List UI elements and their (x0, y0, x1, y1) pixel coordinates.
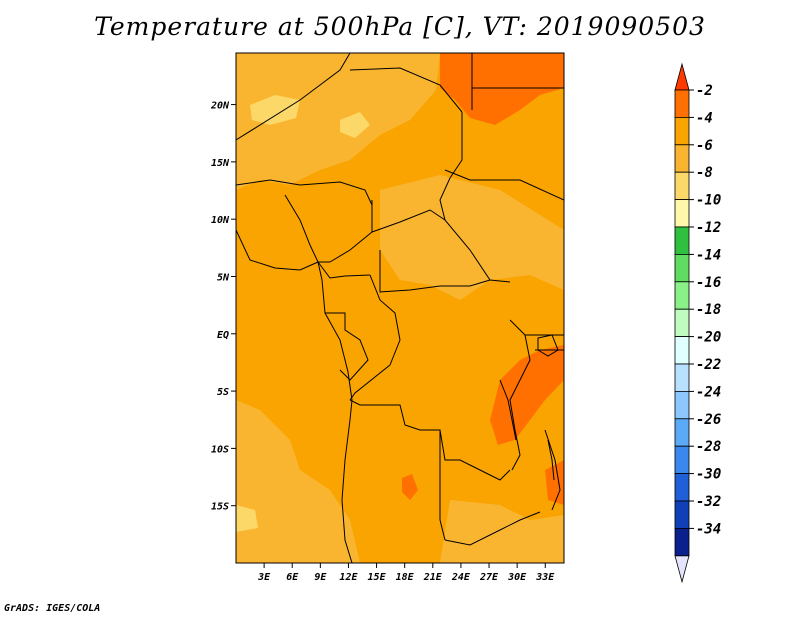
colorbar-swatch (674, 199, 690, 228)
colorbar-swatch (674, 89, 690, 118)
warm-band-southwest (236, 400, 360, 563)
border-car-drc (379, 250, 491, 293)
orange-region-southeast (545, 460, 564, 505)
light-patch-southwest (236, 505, 258, 532)
lon-tick-label: 12E (339, 572, 358, 583)
colorbar-swatch (674, 473, 690, 502)
orange-region-east (490, 345, 564, 445)
colorbar-label: -22 (696, 357, 721, 373)
colorbar-label: -6 (696, 138, 713, 154)
colorbar-label: -26 (696, 412, 721, 428)
lat-tick-label: 10N (211, 215, 230, 226)
colorbar-label: -8 (696, 165, 713, 181)
lon-tick-label: 33E (535, 572, 555, 583)
colorbar-label: -24 (696, 384, 721, 400)
lon-tick-label: 24E (451, 572, 471, 583)
colorbar-swatch (674, 226, 690, 255)
longitude-axis: 3E 6E 9E 12E 15E 18E 21E 24E 27E 30E 33E (257, 563, 555, 583)
border-niger-chad (236, 53, 351, 141)
border-chad-sudan (439, 112, 463, 221)
colorbar-label: -20 (696, 330, 721, 346)
map-frame (235, 52, 565, 564)
border-congo-drc (349, 274, 401, 401)
colorbar-label: -18 (696, 302, 721, 318)
colorbar-label: -10 (696, 193, 721, 209)
orange-region-north (236, 190, 345, 270)
lon-tick-label: 15E (368, 572, 387, 583)
colorbar-top-arrow (674, 62, 690, 91)
warm-band-central (380, 175, 564, 300)
lat-tick-label: EQ (217, 330, 229, 341)
lat-tick-label: 5N (217, 272, 230, 283)
colorbar-label: -2 (696, 83, 713, 99)
lon-tick-label: 3E (257, 572, 271, 583)
lake-malawi (547, 439, 555, 481)
colorbar-swatch (674, 418, 690, 447)
lake-victoria (537, 334, 559, 357)
border-sudan-eastern (444, 169, 564, 201)
lon-tick-label: 6E (286, 572, 299, 583)
credit-text: GrADS: IGES/COLA (4, 603, 101, 614)
lon-tick-label: 21E (423, 572, 443, 583)
warm-region-northeast (440, 53, 564, 125)
latitude-axis: 20N 15N 10N 5N EQ 5S 10S 15S (210, 101, 236, 513)
country-borders (236, 53, 564, 563)
border-gabon-congo (325, 312, 369, 381)
colorbar-label: -28 (696, 439, 721, 455)
border-chad-libya (349, 67, 463, 113)
colorbar-swatch (674, 445, 690, 475)
colorbar-swatch (674, 117, 690, 146)
lat-tick-label: 10S (211, 444, 229, 455)
colorbar-label: -30 (696, 467, 721, 483)
colorbar-label: -4 (696, 110, 713, 126)
border-nigeria-cameroon (284, 194, 330, 263)
lon-tick-label: 30E (507, 572, 527, 583)
colorbar-swatch (674, 144, 690, 173)
lat-tick-label: 5S (217, 387, 229, 398)
border-malawi (544, 429, 561, 511)
lake-tanganyika (499, 379, 517, 441)
light-patch-north (340, 112, 370, 138)
border-angola-zambia (439, 430, 446, 541)
border-cameroon-car (329, 200, 373, 263)
colorbar-swatch (674, 336, 690, 365)
colorbar-bottom-arrow (674, 555, 690, 584)
colorbar-swatch (674, 363, 690, 392)
orange-patch-south (402, 474, 418, 500)
border-zambia-south (444, 511, 541, 546)
warm-band-north (236, 53, 440, 190)
lon-tick-label: 9E (314, 572, 327, 583)
colorbar: -2 -4 -6 -8 -10 -12 -14 -16 -18 -20 -22 -24 -26 -28 -3… (674, 62, 721, 584)
colorbar-swatch (674, 253, 690, 283)
colorbar-swatch (674, 281, 690, 310)
colorbar-swatch (674, 171, 690, 200)
border-east-lakes (509, 319, 531, 471)
colorbar-swatch (674, 308, 690, 338)
lon-tick-label: 27E (479, 572, 499, 583)
border-niger-nigeria (236, 179, 373, 206)
border-cameroon-gabon (317, 261, 371, 279)
temperature-field (236, 53, 564, 563)
colorbar-label: -32 (696, 494, 721, 510)
colorbar-label: -34 (696, 521, 721, 537)
colorbar-swatch (674, 500, 690, 529)
warm-band-southeast (440, 500, 564, 563)
lat-tick-label: 15N (211, 158, 230, 169)
lat-tick-label: 20N (210, 101, 230, 112)
colorbar-swatch (674, 390, 690, 420)
colorbar-label: -12 (696, 220, 721, 236)
coastline-west (236, 229, 353, 563)
map-title: Temperature at 500hPa [C], VT: 201909050… (94, 12, 706, 41)
colorbar-label: -16 (696, 275, 721, 291)
lat-tick-label: 15S (211, 502, 229, 513)
light-patch-northwest (250, 95, 300, 125)
colorbar-label: -14 (696, 247, 721, 263)
lon-tick-label: 18E (396, 572, 415, 583)
colorbar-swatch (674, 528, 690, 557)
